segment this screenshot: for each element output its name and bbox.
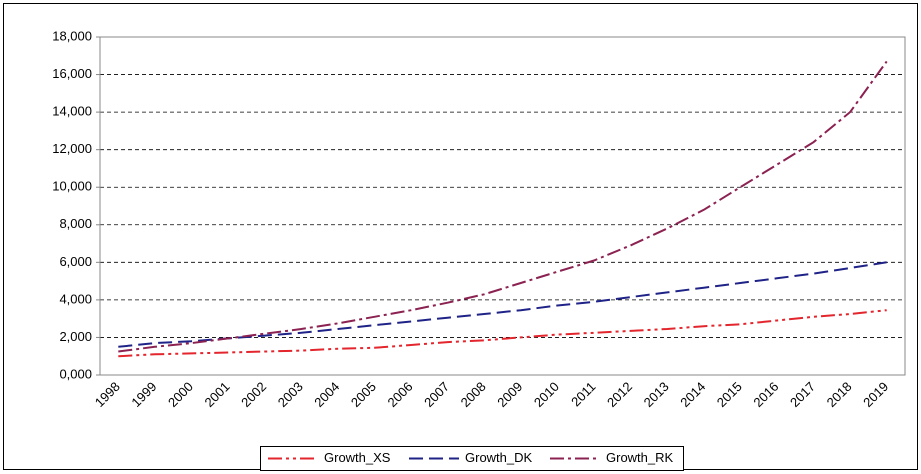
x-tick-label: 1999 <box>128 379 159 410</box>
x-tick-label: 2006 <box>385 379 416 410</box>
y-tick-label: 2,000 <box>59 329 92 344</box>
series-line <box>118 309 887 358</box>
y-tick-label: 14,000 <box>52 104 92 119</box>
legend-label: Growth_XS <box>324 450 391 465</box>
x-tick-label: 2008 <box>458 379 489 410</box>
legend-label: Growth_DK <box>465 450 533 465</box>
x-tick-label: 2005 <box>348 379 379 410</box>
plot-area <box>99 36 906 376</box>
x-tick-label: 2013 <box>641 379 672 410</box>
series-line <box>118 261 887 348</box>
x-tick-label: 2007 <box>421 379 452 410</box>
x-tick-label: 2015 <box>714 379 745 410</box>
y-tick-label: 16,000 <box>52 66 92 81</box>
y-tick-label: 10,000 <box>52 179 92 194</box>
y-tick-label: 12,000 <box>52 141 92 156</box>
y-tick-label: 6,000 <box>59 254 92 269</box>
legend-label: Growth_RK <box>606 450 674 465</box>
y-tick-label: 4,000 <box>59 291 92 306</box>
x-tick-label: 2000 <box>165 379 196 410</box>
x-tick-label: 2004 <box>311 379 342 410</box>
x-tick-label: 2003 <box>275 379 306 410</box>
x-tick-label: 2001 <box>202 379 233 410</box>
x-tick-label: 2009 <box>494 379 525 410</box>
x-tick-label: 2019 <box>860 379 891 410</box>
y-tick-label: 8,000 <box>59 216 92 231</box>
y-tick-label: 18,000 <box>52 28 92 43</box>
x-tick-label: 2014 <box>677 379 708 410</box>
x-tick-label: 2012 <box>604 379 635 410</box>
x-tick-label: 2016 <box>750 379 781 410</box>
legend-box <box>260 446 684 471</box>
x-tick-label: 2002 <box>238 379 269 410</box>
x-tick-label: 2011 <box>568 379 598 409</box>
x-tick-label: 1998 <box>92 379 123 410</box>
x-tick-label: 2018 <box>824 379 855 410</box>
series-line <box>118 60 888 353</box>
x-tick-label: 2017 <box>787 379 818 410</box>
x-tick-label: 2010 <box>531 379 562 410</box>
y-tick-label: 0,000 <box>59 366 92 381</box>
